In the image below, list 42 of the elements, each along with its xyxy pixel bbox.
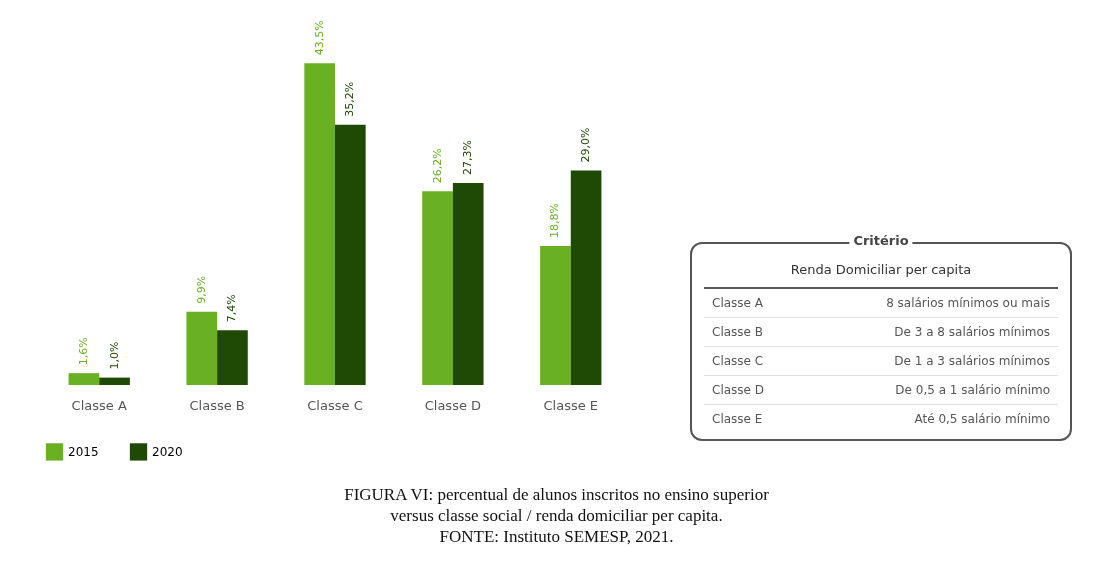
data-label: 9,9% xyxy=(194,275,208,304)
bar xyxy=(304,63,335,385)
data-label: 26,2% xyxy=(430,148,444,184)
bar xyxy=(422,191,453,385)
bar xyxy=(68,373,100,385)
text: De 1 a 3 salários mínimos xyxy=(894,354,1050,368)
bar xyxy=(570,170,602,385)
x-tick-label: Classe B xyxy=(189,397,245,413)
text: Classe C xyxy=(712,354,764,368)
data-label: 1,6% xyxy=(76,337,90,366)
text: versus classe social / renda domiciliar per capita. xyxy=(389,505,724,526)
source-note: FONTE: Instituto SEMESP, 2021. xyxy=(438,526,675,547)
text: Renda Domiciliar per capita xyxy=(704,258,1058,289)
x-tick-label: Classe E xyxy=(543,397,599,413)
data-label: 29,0% xyxy=(579,127,593,163)
legend-label: 2015 xyxy=(68,444,99,459)
data-label: 7,4% xyxy=(225,294,239,323)
bar xyxy=(186,311,218,385)
bar xyxy=(335,124,366,385)
text: Classe B xyxy=(712,325,763,339)
data-label: 1,0% xyxy=(107,341,121,370)
data-label: 18,8% xyxy=(548,203,562,238)
text: 8 salários mínimos ou mais xyxy=(886,296,1050,310)
text: De 3 a 8 salários mínimos xyxy=(894,325,1050,339)
x-tick-label: Classe C xyxy=(307,397,363,413)
text: Classe D xyxy=(712,383,765,397)
bar xyxy=(217,330,248,385)
text: Classe A xyxy=(712,296,763,310)
data-label: 35,2% xyxy=(343,81,357,117)
text: Critério xyxy=(849,233,913,248)
bar xyxy=(452,183,484,385)
text: Até 0,5 salário mínimo xyxy=(914,412,1050,426)
bar xyxy=(99,377,130,385)
text: FIGURA VI: percentual de alunos inscritos no ensino superior xyxy=(343,484,770,505)
text: Classe E xyxy=(712,412,763,426)
x-tick-label: Classe D xyxy=(424,397,482,413)
text: De 0,5 a 1 salário mínimo xyxy=(895,383,1050,397)
x-tick-label: Classe A xyxy=(71,397,127,413)
data-label: 27,3% xyxy=(461,140,475,176)
data-label: 43,5% xyxy=(312,20,326,56)
legend-label: 2020 xyxy=(152,444,183,459)
bar xyxy=(540,245,571,385)
